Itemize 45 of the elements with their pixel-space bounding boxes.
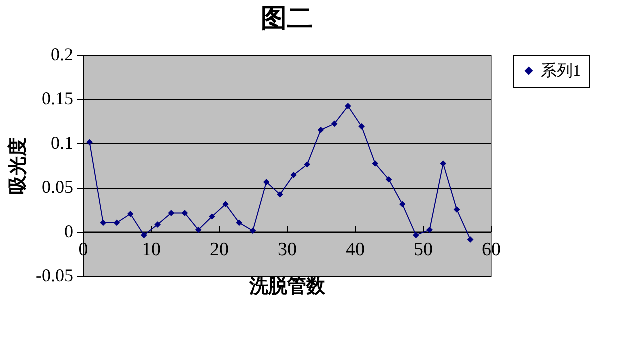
point [250, 228, 256, 234]
y-tick-label: 0 [64, 221, 74, 242]
x-tick-label: 10 [142, 239, 161, 260]
point [454, 206, 460, 213]
point [222, 201, 229, 208]
point [209, 214, 216, 220]
point [386, 176, 392, 183]
point [182, 210, 188, 216]
point [86, 139, 93, 146]
point [263, 179, 270, 186]
point [399, 201, 406, 208]
x-tick-label: 30 [278, 239, 297, 260]
y-tick-label: 0.15 [42, 88, 74, 109]
point [114, 220, 120, 226]
point [277, 192, 284, 198]
chart-title: 图二 [261, 4, 313, 33]
point [467, 236, 474, 243]
point [413, 232, 420, 238]
point [195, 226, 202, 234]
point [331, 120, 338, 128]
y-tick-label: 0.2 [51, 44, 74, 64]
x-tick-label: 20 [210, 239, 229, 260]
point [372, 160, 379, 167]
point [236, 220, 243, 226]
x-tick-label: 60 [482, 239, 501, 260]
point [141, 232, 148, 238]
point [318, 126, 324, 134]
point [290, 172, 297, 178]
point [100, 220, 107, 226]
point [358, 123, 365, 130]
x-axis-title: 洗脱管数 [248, 276, 326, 298]
point [154, 222, 161, 228]
point [304, 161, 311, 168]
y-tick-label: -0.05 [36, 266, 74, 286]
x-tick-label: 50 [414, 239, 433, 260]
point [345, 103, 352, 110]
point [426, 226, 433, 234]
y-tick-label: 0.1 [51, 132, 74, 153]
x-tick-label: 40 [346, 239, 365, 260]
y-tick-label: 0.05 [42, 177, 74, 198]
point [127, 210, 134, 218]
point [440, 160, 447, 167]
point [168, 210, 175, 216]
legend-label: 系列1 [541, 62, 581, 80]
y-axis-title: 吸光度 [7, 138, 30, 194]
